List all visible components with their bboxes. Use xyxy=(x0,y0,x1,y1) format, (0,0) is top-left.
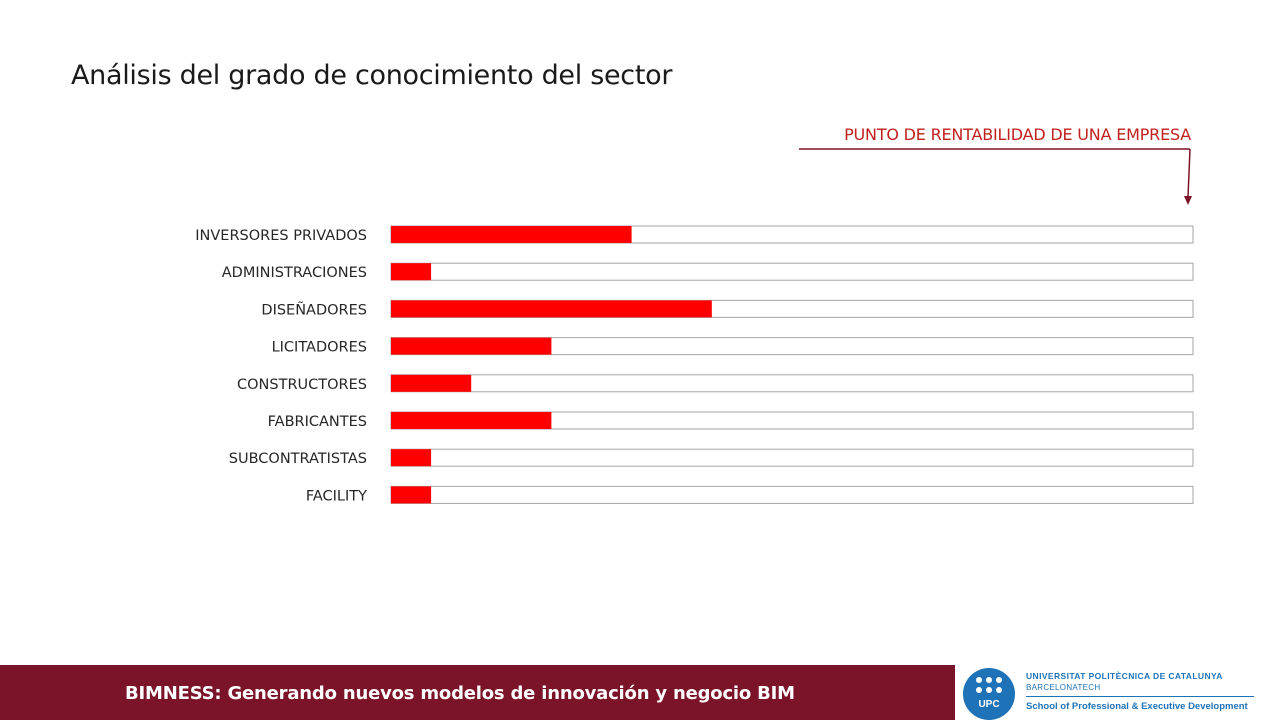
knowledge-bar-chart: INVERSORES PRIVADOS ADMINISTRACIONES DISEÑ… xyxy=(195,148,1194,504)
category-label: CONSTRUCTORES xyxy=(237,377,367,393)
logo-university-name: UNIVERSITAT POLITÈCNICA DE CATALUNYA xyxy=(1026,671,1223,681)
logo-school-name: School of Professional & Executive Devel… xyxy=(1026,701,1248,712)
footer-title: BIMNESS: Generando nuevos modelos de inn… xyxy=(125,683,795,704)
upc-logo-icon: UPC xyxy=(963,668,1015,720)
annotation-arrow-line xyxy=(1187,148,1191,198)
category-label: LICITADORES xyxy=(272,340,367,356)
bar-track xyxy=(390,262,1194,281)
category-label: SUBCONTRATISTAS xyxy=(229,451,367,467)
bar-fabricantes xyxy=(391,412,552,429)
break-even-annotation: PUNTO DE RENTABILIDAD DE UNA EMPRESA xyxy=(844,125,1191,144)
annotation-arrow-head xyxy=(1184,196,1192,205)
category-label: INVERSORES PRIVADOS xyxy=(195,228,367,244)
bar-licitadores xyxy=(391,337,552,355)
bar-track xyxy=(390,448,1194,467)
bar-administraciones xyxy=(391,263,432,281)
bar-facility xyxy=(391,486,432,504)
footer-bar: BIMNESS: Generando nuevos modelos de inn… xyxy=(0,665,1280,720)
category-label: ADMINISTRACIONES xyxy=(222,265,367,281)
bar-constructores xyxy=(391,374,472,392)
bar-diseñadores xyxy=(391,300,712,318)
bar-track xyxy=(390,485,1194,504)
category-label: DISEÑADORES xyxy=(261,301,367,318)
logo-abbreviation: UPC xyxy=(978,699,1000,710)
category-label: FABRICANTES xyxy=(268,414,367,430)
logo-divider xyxy=(1026,696,1254,697)
bar-track xyxy=(390,374,1194,393)
bar-subcontratistas xyxy=(391,449,432,467)
bar-inversores-privados xyxy=(391,226,632,243)
slide-title: Análisis del grado de conocimiento del s… xyxy=(71,60,673,91)
upc-logo: UPC UNIVERSITAT POLITÈCNICA DE CATALUNYA… xyxy=(955,665,1280,720)
logo-barcelonatech: BARCELONATECH xyxy=(1026,683,1101,692)
category-label: FACILITY xyxy=(306,488,367,504)
